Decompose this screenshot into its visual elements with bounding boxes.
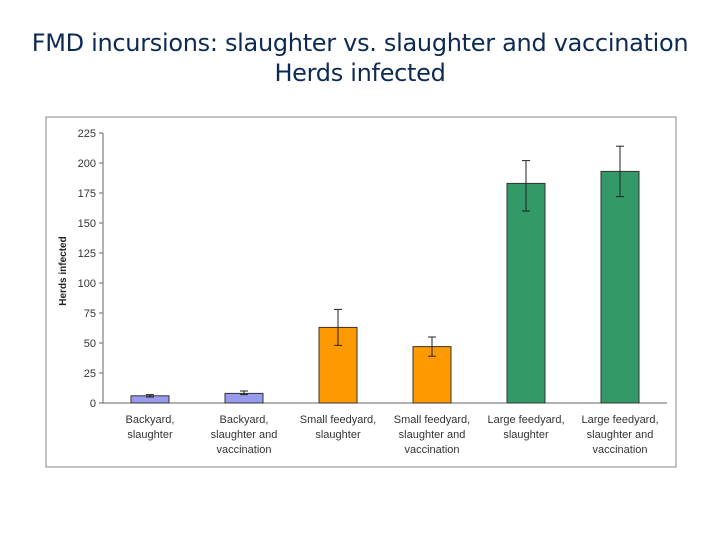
- bar-layer: [130, 145, 640, 404]
- y-tick-label: 125: [78, 248, 96, 260]
- category-label-line: Backyard,: [220, 414, 269, 426]
- category-label-line: vaccination: [216, 444, 271, 456]
- y-tick-label: 0: [90, 398, 96, 410]
- y-tick-label: 225: [78, 128, 96, 140]
- axis-layer: 0 25 50 75 100 125 150 175 200 225 Herds infected: [58, 128, 667, 410]
- chart-title: FMD incursions: slaughter vs. slaughter …: [0, 28, 720, 88]
- category-label: Large feedyard, slaughter and vaccination: [581, 414, 658, 456]
- chart-title-line-2: Herds infected: [274, 59, 446, 87]
- category-labels: Backyard, slaughter Backyard, slaughter and…: [126, 414, 659, 456]
- category-label-line: Small feedyard,: [394, 414, 470, 426]
- category-label-line: slaughter: [315, 429, 361, 441]
- y-tick-label: 100: [78, 278, 96, 290]
- y-tick-label: 75: [84, 308, 96, 320]
- y-tick-label: 25: [84, 368, 96, 380]
- category-label-line: vaccination: [592, 444, 647, 456]
- bar: [600, 170, 640, 404]
- category-label-line: Large feedyard,: [581, 414, 658, 426]
- category-label: Small feedyard, slaughter and vaccination: [394, 414, 470, 456]
- bar: [506, 182, 546, 404]
- category-label: Small feedyard, slaughter: [300, 414, 376, 441]
- chart-frame: [45, 116, 677, 468]
- y-tick-label: 50: [84, 338, 96, 350]
- category-label-line: slaughter: [127, 429, 173, 441]
- category-label-line: Large feedyard,: [487, 414, 564, 426]
- y-tick-label: 200: [78, 158, 96, 170]
- category-label-line: Backyard,: [126, 414, 175, 426]
- y-axis-label: Herds infected: [58, 236, 69, 305]
- category-label-line: slaughter and: [211, 429, 278, 441]
- category-label-line: slaughter and: [587, 429, 654, 441]
- category-label-line: Small feedyard,: [300, 414, 376, 426]
- category-label: Backyard, slaughter and vaccination: [211, 414, 278, 456]
- y-tick-label: 175: [78, 188, 96, 200]
- category-label-line: vaccination: [404, 444, 459, 456]
- y-tick-label: 150: [78, 218, 96, 230]
- category-label: Large feedyard, slaughter: [487, 414, 564, 441]
- category-label-line: slaughter and: [399, 429, 466, 441]
- chart-title-line-1: FMD incursions: slaughter vs. slaughter …: [31, 29, 689, 57]
- category-label-line: slaughter: [503, 429, 549, 441]
- category-label: Backyard, slaughter: [126, 414, 175, 441]
